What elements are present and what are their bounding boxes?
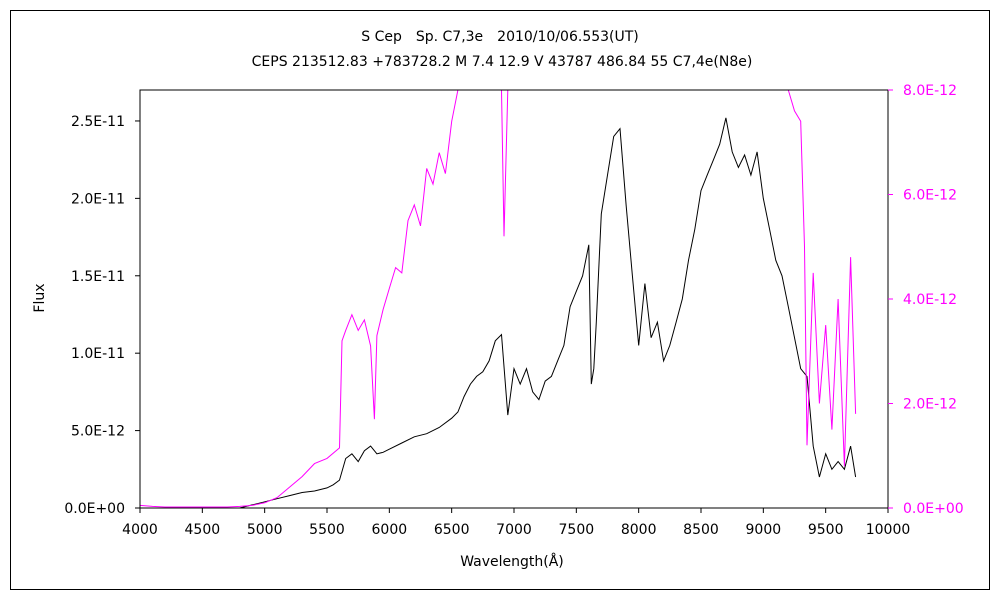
y2-tick-label: 8.0E-12	[903, 83, 957, 99]
x-tick-label: 5000	[247, 522, 283, 538]
y2-tick-label: 2.0E-12	[903, 397, 957, 413]
series-line-right-axis	[140, 90, 857, 508]
x-tick-label: 4500	[185, 522, 221, 538]
y-tick-label: 2.5E-11	[71, 114, 125, 130]
x-axis-label: Wavelength(Å)	[460, 553, 564, 570]
y2-tick-label: 6.0E-12	[903, 188, 957, 204]
y2-tick-label: 4.0E-12	[903, 292, 957, 308]
plot-area: 4000 4500 5000 5500 6000 6500 7000 7500 8000 8500…	[64, 83, 963, 538]
x-tick-label: 5500	[309, 522, 345, 538]
x-tick-label: 7000	[496, 522, 532, 538]
series-line-left-axis	[140, 117, 857, 508]
y-axis-label: Flux	[32, 283, 48, 312]
chart-title: S Cep Sp. C7,3e 2010/10/06.553(UT)	[361, 29, 639, 45]
x-tick-label: 7500	[559, 522, 595, 538]
x-tick-label: 6500	[434, 522, 470, 538]
y2-tick-label: 0.0E+00	[903, 501, 964, 517]
x-tick-label: 8500	[683, 522, 719, 538]
x-tick-label: 10000	[866, 522, 911, 538]
outer-border	[10, 10, 990, 590]
x-tick-label: 6000	[372, 522, 408, 538]
x-tick-label: 4000	[122, 522, 158, 538]
x-tick-label: 8000	[621, 522, 657, 538]
y-tick-label: 0.0E+00	[64, 501, 125, 517]
y-tick-label: 5.0E-12	[71, 424, 125, 440]
x-tick-label: 9000	[746, 522, 782, 538]
y-tick-label: 1.5E-11	[71, 269, 125, 285]
y-tick-label: 1.0E-11	[71, 346, 125, 362]
chart-subtitle: CEPS 213512.83 +783728.2 M 7.4 12.9 V 43…	[252, 54, 753, 70]
y-tick-label: 2.0E-11	[71, 191, 125, 207]
x-tick-label: 9500	[808, 522, 844, 538]
